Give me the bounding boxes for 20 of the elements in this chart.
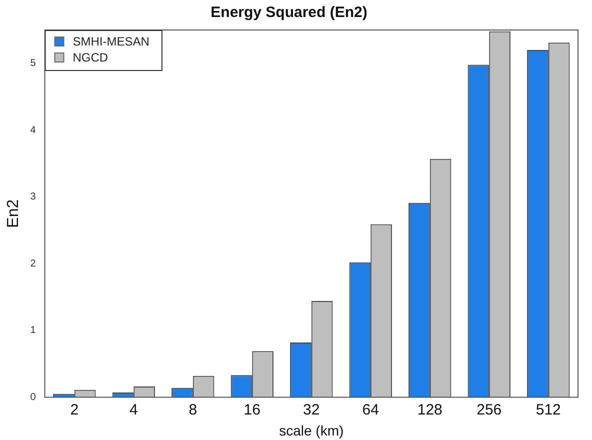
x-tick-label: 8 xyxy=(188,401,198,418)
legend-label: SMHI-MESAN xyxy=(72,34,150,48)
x-axis-title: scale (km) xyxy=(279,422,344,438)
y-tick-label: 4 xyxy=(30,124,36,136)
chart-title: Energy Squared (En2) xyxy=(210,4,368,22)
y-tick-label: 1 xyxy=(30,325,36,336)
x-tick-label: 32 xyxy=(303,401,320,418)
y-tick-label: 3 xyxy=(30,192,36,203)
y-axis-title: En2 xyxy=(5,199,22,228)
y-tick-label: 2 xyxy=(30,258,36,270)
y-tick-label: 5 xyxy=(30,58,36,70)
x-tick-label: 256 xyxy=(476,401,502,418)
x-tick-label: 16 xyxy=(244,401,260,418)
y-tick-label: 0 xyxy=(30,392,36,403)
x-tick-label: 128 xyxy=(417,401,442,418)
x-tick-label: 4 xyxy=(129,401,138,418)
x-tick-label: 2 xyxy=(70,401,79,418)
x-tick-label: 64 xyxy=(362,401,379,418)
legend-label: NGCD xyxy=(72,50,108,64)
x-tick-label: 512 xyxy=(536,401,561,418)
